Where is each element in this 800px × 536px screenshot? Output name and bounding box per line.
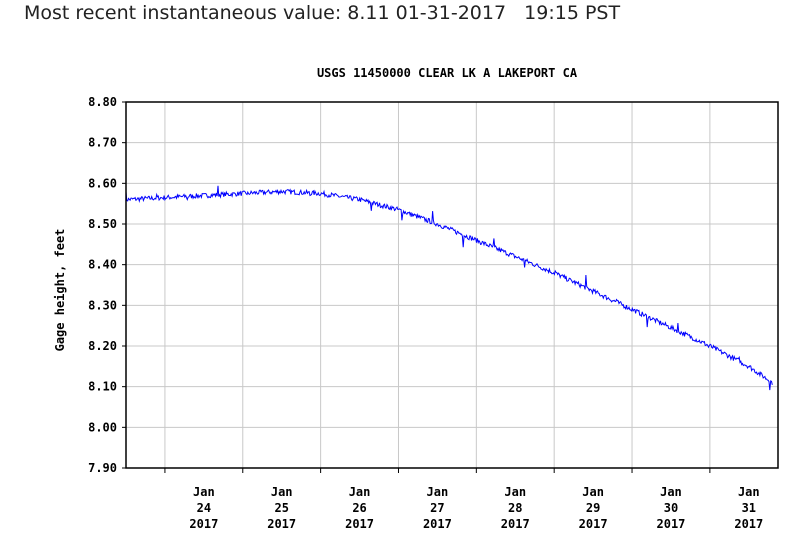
x-tick-label: 2017 xyxy=(267,517,296,531)
x-tick-label: Jan xyxy=(193,485,215,499)
x-tick-label: 2017 xyxy=(734,517,763,531)
x-tick-label: 24 xyxy=(197,501,211,515)
y-tick-label: 8.50 xyxy=(88,217,117,231)
plot-frame xyxy=(125,101,779,469)
y-tick-label: 8.20 xyxy=(88,339,117,353)
x-tick-label: 30 xyxy=(664,501,678,515)
series-line xyxy=(125,185,773,391)
x-tick-label: 2017 xyxy=(501,517,530,531)
y-tick-label: 8.30 xyxy=(88,298,117,312)
x-tick-label: 27 xyxy=(430,501,444,515)
y-tick-label: 8.80 xyxy=(88,95,117,109)
x-tick-label: Jan xyxy=(349,485,371,499)
x-tick-label: Jan xyxy=(660,485,682,499)
y-tick-label: 8.00 xyxy=(88,420,117,434)
y-axis-ticks: 8.80 8.70 8.60 8.50 8.40 8.30 8.20 8.10 8.00 7.90 xyxy=(88,95,126,475)
y-axis-label: Gage height, feet xyxy=(53,229,67,352)
x-tick-label: Jan xyxy=(271,485,293,499)
x-tick-label: 29 xyxy=(586,501,600,515)
x-axis-ticks: Jan 24 2017 Jan 25 2017 Jan 26 2017 Jan 27 2017 Jan 2… xyxy=(164,468,763,531)
y-tick-label: 8.10 xyxy=(88,380,117,394)
x-tick-label: 2017 xyxy=(579,517,608,531)
most-recent-value-headline: Most recent instantaneous value: 8.11 01… xyxy=(24,2,621,24)
y-tick-label: 8.70 xyxy=(88,136,117,150)
x-tick-label: Jan xyxy=(738,485,760,499)
x-tick-label: 25 xyxy=(274,501,288,515)
grid xyxy=(126,101,778,469)
y-tick-label: 8.60 xyxy=(88,176,117,190)
x-tick-label: 2017 xyxy=(657,517,686,531)
x-tick-label: 26 xyxy=(352,501,366,515)
x-tick-label: 28 xyxy=(508,501,522,515)
x-tick-label: 2017 xyxy=(345,517,374,531)
x-tick-label: 2017 xyxy=(189,517,218,531)
x-tick-label: Jan xyxy=(427,485,449,499)
x-tick-label: Jan xyxy=(504,485,526,499)
y-tick-label: 8.40 xyxy=(88,258,117,272)
x-tick-label: Jan xyxy=(582,485,604,499)
x-tick-label: 2017 xyxy=(423,517,452,531)
y-tick-label: 7.90 xyxy=(88,461,117,475)
chart-title: USGS 11450000 CLEAR LK A LAKEPORT CA xyxy=(317,66,578,80)
x-tick-label: 31 xyxy=(742,501,756,515)
